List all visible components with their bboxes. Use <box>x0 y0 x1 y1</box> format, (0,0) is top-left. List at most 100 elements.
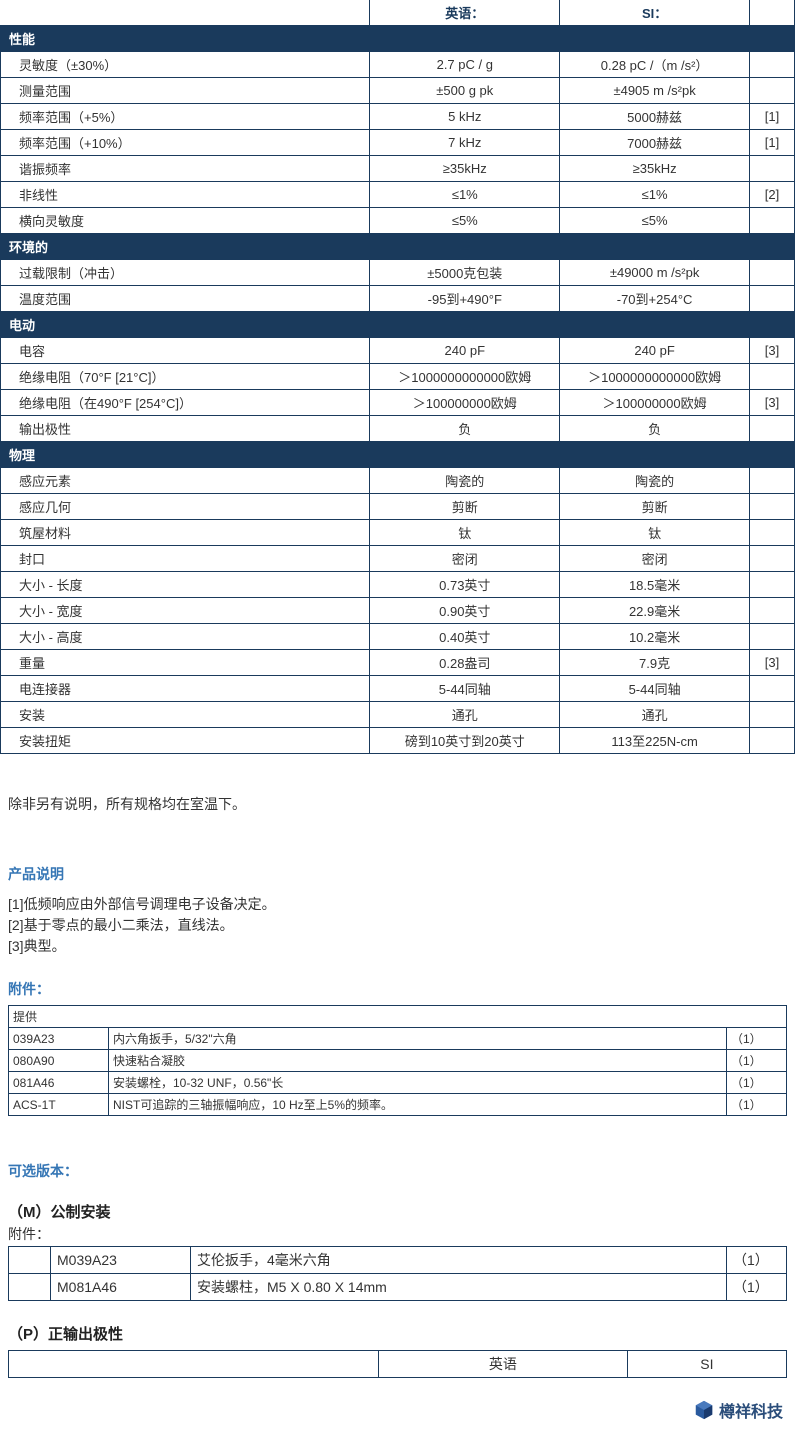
optional-p-title: （P）正输出极性 <box>8 1323 787 1344</box>
spec-en: ≤1% <box>370 182 560 208</box>
optional-p-table: 英语 SI <box>8 1350 787 1378</box>
spec-label: 感应几何 <box>1 494 370 520</box>
spec-note: [3] <box>750 390 795 416</box>
spec-note <box>750 572 795 598</box>
spec-si: 钛 <box>560 520 750 546</box>
spec-note <box>750 728 795 754</box>
spec-si: 0.28 pC /（m /s²） <box>560 52 750 78</box>
spec-si: 5-44同轴 <box>560 676 750 702</box>
spec-label: 过载限制（冲击） <box>1 260 370 286</box>
spec-si: 22.9毫米 <box>560 598 750 624</box>
acc-qty: （1） <box>727 1072 787 1094</box>
spec-si: -70到+254°C <box>560 286 750 312</box>
spec-si: 密闭 <box>560 546 750 572</box>
spec-en: 5 kHz <box>370 104 560 130</box>
optm-blank <box>9 1247 51 1274</box>
logo-icon <box>693 1399 715 1426</box>
spec-label: 大小 - 宽度 <box>1 598 370 624</box>
header-si: SI： <box>560 0 750 26</box>
header-note <box>750 0 795 26</box>
spec-en: 磅到10英寸到20英寸 <box>370 728 560 754</box>
spec-si: 240 pF <box>560 338 750 364</box>
spec-note <box>750 364 795 390</box>
spec-label: 绝缘电阻（70°F [21°C]） <box>1 364 370 390</box>
optional-title: 可选版本： <box>8 1161 787 1181</box>
spec-en: ＞100000000欧姆 <box>370 390 560 416</box>
spec-en: 通孔 <box>370 702 560 728</box>
spec-si: ≤1% <box>560 182 750 208</box>
spec-si: ≥35kHz <box>560 156 750 182</box>
spec-en: 7 kHz <box>370 130 560 156</box>
acc-code: 080A90 <box>9 1050 109 1072</box>
spec-note <box>750 156 795 182</box>
accessories-table: 提供039A23内六角扳手，5/32"六角（1）080A90快速粘合凝胶（1）0… <box>8 1005 787 1116</box>
spec-note <box>750 416 795 442</box>
spec-note <box>750 598 795 624</box>
spec-si: 7000赫兹 <box>560 130 750 156</box>
spec-en: -95到+490°F <box>370 286 560 312</box>
spec-note <box>750 702 795 728</box>
section-header: 物理 <box>1 442 795 468</box>
spec-si: 剪断 <box>560 494 750 520</box>
spec-si: 113至225N-cm <box>560 728 750 754</box>
spec-label: 绝缘电阻（在490°F [254°C]） <box>1 390 370 416</box>
accessories-title: 附件： <box>8 979 787 999</box>
spec-en: 0.28盎司 <box>370 650 560 676</box>
optm-desc: 艾伦扳手，4毫米六角 <box>191 1247 727 1274</box>
spec-en: 负 <box>370 416 560 442</box>
acc-desc: 快速粘合凝胶 <box>109 1050 727 1072</box>
spec-en: ＞1000000000000欧姆 <box>370 364 560 390</box>
spec-label: 安装扭矩 <box>1 728 370 754</box>
product-note-line: [3]典型。 <box>8 936 787 957</box>
product-desc-title: 产品说明 <box>8 864 787 884</box>
spec-en: ≥35kHz <box>370 156 560 182</box>
spec-label: 测量范围 <box>1 78 370 104</box>
spec-label: 电连接器 <box>1 676 370 702</box>
spec-si: 陶瓷的 <box>560 468 750 494</box>
spec-en: 5-44同轴 <box>370 676 560 702</box>
acc-code: 039A23 <box>9 1028 109 1050</box>
optm-desc: 安装螺柱，M5 X 0.80 X 14mm <box>191 1274 727 1301</box>
spec-label: 电容 <box>1 338 370 364</box>
optm-qty: （1） <box>727 1247 787 1274</box>
spec-note <box>750 546 795 572</box>
spec-label: 频率范围（+10%） <box>1 130 370 156</box>
spec-note <box>750 676 795 702</box>
spec-note <box>750 52 795 78</box>
spec-note: [1] <box>750 104 795 130</box>
spec-note <box>750 520 795 546</box>
spec-note <box>750 468 795 494</box>
spec-si: ≤5% <box>560 208 750 234</box>
spec-label: 谐振频率 <box>1 156 370 182</box>
room-temp-note: 除非另有说明，所有规格均在室温下。 <box>8 794 787 814</box>
spec-note <box>750 624 795 650</box>
spec-si: 7.9克 <box>560 650 750 676</box>
spec-note <box>750 78 795 104</box>
acc-qty: （1） <box>727 1028 787 1050</box>
spec-table: 英语：SI：性能灵敏度（±30%）2.7 pC / g0.28 pC /（m /… <box>0 0 795 754</box>
spec-en: ±5000克包装 <box>370 260 560 286</box>
spec-si: ＞1000000000000欧姆 <box>560 364 750 390</box>
spec-label: 频率范围（+5%） <box>1 104 370 130</box>
spec-en: 0.40英寸 <box>370 624 560 650</box>
optional-m-title: （M）公制安装 <box>8 1201 787 1222</box>
acc-code: ACS-1T <box>9 1094 109 1116</box>
spec-label: 感应元素 <box>1 468 370 494</box>
spec-label: 非线性 <box>1 182 370 208</box>
optm-code: M081A46 <box>51 1274 191 1301</box>
spec-note: [2] <box>750 182 795 208</box>
spec-label: 大小 - 长度 <box>1 572 370 598</box>
spec-note <box>750 208 795 234</box>
spec-si: ±49000 m /s²pk <box>560 260 750 286</box>
spec-label: 筑屋材料 <box>1 520 370 546</box>
spec-label: 横向灵敏度 <box>1 208 370 234</box>
spec-si: 5000赫兹 <box>560 104 750 130</box>
acc-qty: （1） <box>727 1094 787 1116</box>
spec-en: ±500 g pk <box>370 78 560 104</box>
spec-label: 输出极性 <box>1 416 370 442</box>
header-en: 英语： <box>370 0 560 26</box>
product-notes: [1]低频响应由外部信号调理电子设备决定。[2]基于零点的最小二乘法，直线法。[… <box>8 894 787 957</box>
header-empty <box>1 0 370 26</box>
spec-si: ＞100000000欧姆 <box>560 390 750 416</box>
spec-en: 0.90英寸 <box>370 598 560 624</box>
